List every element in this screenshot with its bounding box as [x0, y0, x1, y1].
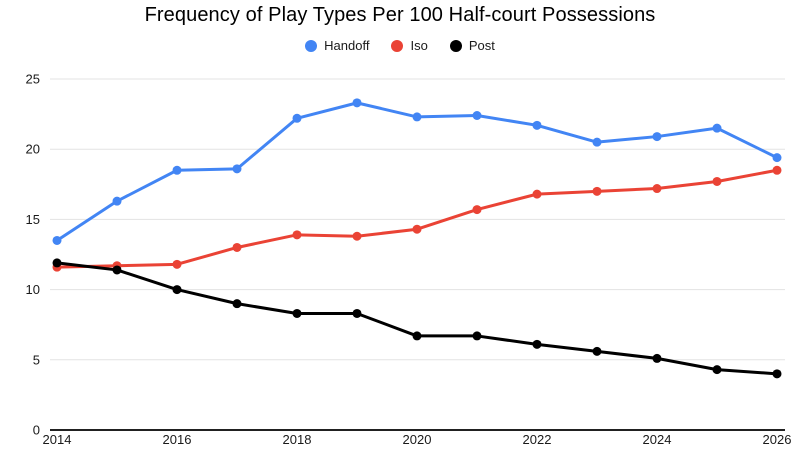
point-iso-2019[interactable] — [352, 231, 362, 241]
x-tick-label: 2016 — [163, 432, 192, 447]
y-tick-label: 20 — [26, 142, 40, 157]
x-tick-label: 2024 — [643, 432, 672, 447]
point-handoff-2022[interactable] — [532, 120, 542, 130]
point-post-2020[interactable] — [412, 331, 422, 341]
iso-series-swatch-icon — [391, 39, 404, 52]
point-handoff-2024[interactable] — [652, 132, 662, 142]
point-iso-2026[interactable] — [772, 165, 782, 175]
point-iso-2017[interactable] — [232, 242, 242, 252]
point-iso-2020[interactable] — [412, 224, 422, 234]
point-iso-2023[interactable] — [592, 186, 602, 196]
y-tick-label: 15 — [26, 212, 40, 227]
point-iso-2025[interactable] — [712, 176, 722, 186]
legend-item-handoff[interactable]: Handoff — [305, 38, 369, 53]
series-line-iso — [55, 168, 779, 269]
x-tick-label: 2020 — [403, 432, 432, 447]
x-tick-label: 2022 — [523, 432, 552, 447]
point-post-2025[interactable] — [712, 365, 722, 375]
point-iso-2022[interactable] — [532, 189, 542, 199]
legend-label-handoff: Handoff — [324, 38, 370, 53]
legend-item-iso[interactable]: Iso — [391, 38, 428, 53]
point-handoff-2020[interactable] — [412, 112, 422, 122]
point-post-2017[interactable] — [232, 299, 242, 309]
point-handoff-2014[interactable] — [52, 235, 62, 245]
x-tick-label: 2026 — [763, 432, 792, 447]
chart-title: Frequency of Play Types Per 100 Half-cou… — [144, 4, 656, 26]
point-handoff-2018[interactable] — [292, 113, 302, 123]
x-tick-label: 2018 — [283, 432, 312, 447]
series-line-post — [55, 261, 779, 376]
point-post-2021[interactable] — [472, 331, 482, 341]
point-post-2014[interactable] — [52, 258, 62, 268]
point-iso-2024[interactable] — [652, 184, 662, 194]
legend-label-iso: Iso — [410, 38, 428, 53]
legend-item-post[interactable]: Post — [449, 38, 495, 53]
point-iso-2018[interactable] — [292, 230, 302, 240]
point-handoff-2016[interactable] — [172, 165, 182, 175]
point-post-2024[interactable] — [652, 353, 662, 363]
point-post-2015[interactable] — [112, 265, 122, 275]
post-series-swatch-icon — [449, 39, 462, 52]
point-iso-2021[interactable] — [472, 205, 482, 215]
point-handoff-2026[interactable] — [772, 153, 782, 163]
y-tick-label: 0 — [33, 423, 40, 438]
point-handoff-2025[interactable] — [712, 123, 722, 133]
point-handoff-2019[interactable] — [352, 98, 362, 108]
handoff-series-swatch-icon — [305, 39, 318, 52]
y-tick-label: 25 — [26, 72, 40, 87]
point-handoff-2023[interactable] — [592, 137, 602, 147]
point-iso-2016[interactable] — [172, 259, 182, 269]
point-post-2016[interactable] — [172, 285, 182, 295]
legend-label-post: Post — [468, 38, 495, 53]
point-post-2023[interactable] — [592, 346, 602, 356]
point-post-2019[interactable] — [352, 308, 362, 318]
x-tick-label: 2014 — [43, 432, 72, 447]
legend: Handoff Iso Post — [0, 38, 800, 53]
point-handoff-2015[interactable] — [112, 196, 122, 206]
point-post-2022[interactable] — [532, 339, 542, 349]
y-tick-label: 5 — [33, 352, 40, 367]
y-tick-label: 10 — [26, 282, 40, 297]
point-post-2018[interactable] — [292, 308, 302, 318]
point-post-2026[interactable] — [772, 369, 782, 379]
point-handoff-2021[interactable] — [472, 111, 482, 121]
point-handoff-2017[interactable] — [232, 164, 242, 174]
